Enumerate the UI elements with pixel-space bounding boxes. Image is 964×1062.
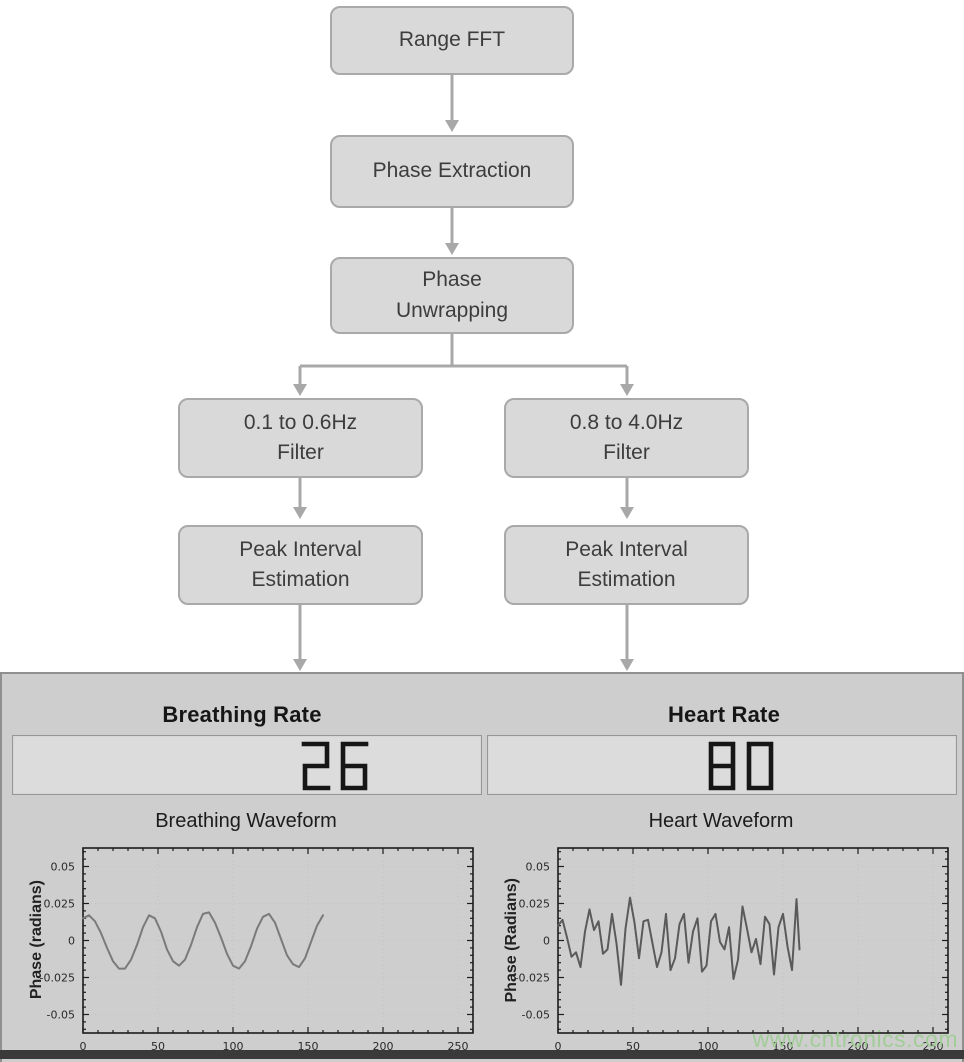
seven-segment-digit [746,741,774,791]
svg-text:50: 50 [626,1040,640,1053]
svg-text:0.025: 0.025 [519,898,551,911]
svg-text:-0.05: -0.05 [47,1009,75,1022]
svg-text:50: 50 [151,1040,165,1053]
vital-signs-panel: Breathing Rate Heart Rate Breathing Wave… [0,672,964,1062]
panel-bottom-bar [0,1050,964,1059]
flow-node-label: Filter [603,441,650,464]
flow-node-label: Peak Interval [565,537,688,561]
svg-text:0: 0 [80,1040,87,1053]
flow-node-breathing-peak-interval: Peak Interval Estimation [178,525,423,605]
svg-text:0: 0 [543,935,550,948]
flow-node-label: Filter [277,441,324,464]
breathing-chart-title: Breathing Waveform [155,810,337,832]
flow-node-phase-extraction: Phase Extraction [330,135,574,208]
flow-node-label: Estimation [577,568,676,591]
flow-node-label: Unwrapping [395,298,509,322]
flow-node-label: 0.1 to 0.6Hz [243,410,358,434]
flow-node-phase-unwrapping: Phase Unwrapping [330,257,574,334]
svg-text:0.05: 0.05 [51,861,76,874]
heart-rate-value [707,740,775,792]
flow-node-label: Estimation [251,568,350,591]
breathing-rate-header: Breathing Rate [162,702,322,727]
breathing-rate-display [12,735,482,795]
heart-rate-display [487,735,957,795]
flow-node-label: Range FFT [398,28,506,52]
svg-text:150: 150 [773,1040,794,1053]
svg-text:-0.05: -0.05 [522,1009,550,1022]
flow-node-breathing-filter: 0.1 to 0.6Hz Filter [178,398,423,478]
svg-text:-0.025: -0.025 [40,972,75,985]
heart-waveform-plot: 0 50 100 150 200 250 0.05 0.025 0 -0.025 -0.05 [515,847,949,1053]
flow-node-label: 0.8 to 4.0Hz [569,410,684,434]
svg-text:0: 0 [555,1040,562,1053]
breathing-waveform-plot: 0 50 100 150 200 250 0.05 0.025 0 -0.025 -0.05 [40,847,474,1053]
svg-text:200: 200 [848,1040,869,1053]
flow-node-label: Phase [422,268,482,292]
seven-segment-digit [340,741,369,791]
arrowheads [293,120,634,671]
heart-rate-header: Heart Rate [667,702,781,727]
flow-node-heart-filter: 0.8 to 4.0Hz Filter [504,398,749,478]
flow-node-heart-peak-interval: Peak Interval Estimation [504,525,749,605]
svg-text:150: 150 [298,1040,319,1053]
svg-text:200: 200 [373,1040,394,1053]
svg-text:0.05: 0.05 [526,861,551,874]
flow-split-connector [298,334,629,385]
svg-text:100: 100 [223,1040,244,1053]
heart-chart-title: Heart Waveform [648,810,794,832]
svg-text:0.025: 0.025 [44,898,76,911]
flow-arrows [293,75,634,671]
flow-node-range-fft: Range FFT [330,6,574,75]
svg-text:250: 250 [448,1040,469,1053]
seven-segment-digit [708,741,736,791]
breathing-rate-value [301,740,369,792]
flow-node-label: Peak Interval [239,537,362,561]
watermark-text: www.cntronics.com [752,1026,958,1052]
svg-text:250: 250 [923,1040,944,1053]
svg-text:-0.025: -0.025 [515,972,550,985]
svg-text:0: 0 [68,935,75,948]
svg-text:100: 100 [698,1040,719,1053]
seven-segment-digit [301,741,331,791]
flow-node-label: Phase Extraction [372,159,532,183]
